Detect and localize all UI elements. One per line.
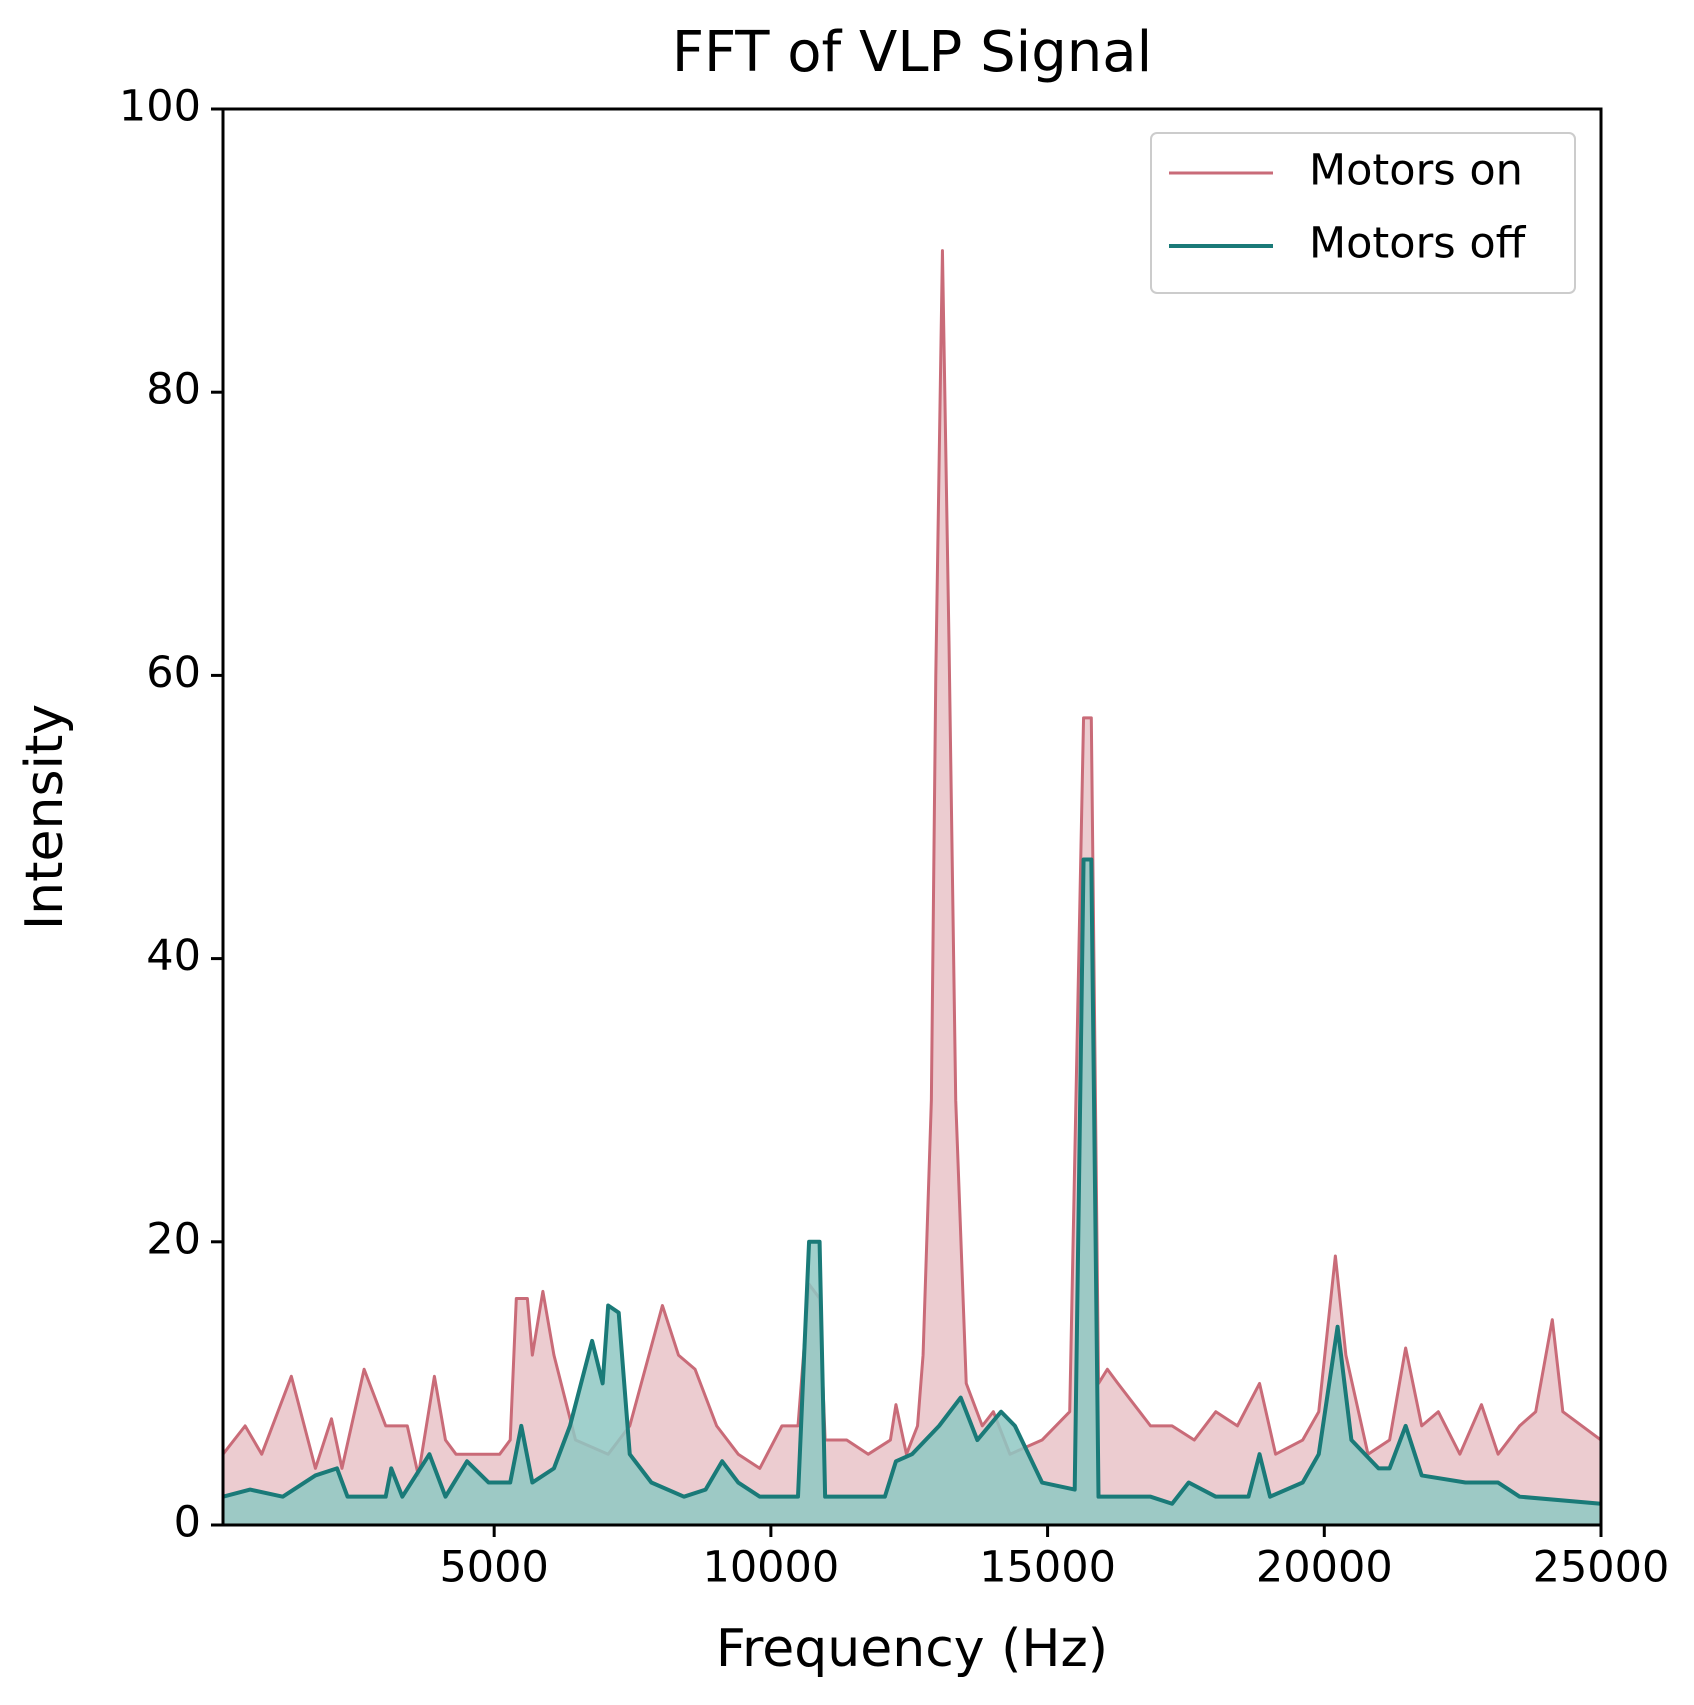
x-tick-label: 15000 xyxy=(979,1543,1116,1593)
y-tick-label: 80 xyxy=(146,365,201,415)
y-tick-label: 40 xyxy=(146,931,201,981)
chart-title: FFT of VLP Signal xyxy=(672,20,1152,85)
area-fill xyxy=(223,250,1601,1526)
x-tick-label: 5000 xyxy=(439,1543,548,1593)
legend-label: Motors on xyxy=(1309,146,1523,196)
series-line xyxy=(221,249,1602,1477)
y-tick-label: 20 xyxy=(146,1214,201,1264)
y-axis-label: Intensity xyxy=(15,704,75,930)
y-tick-label: 0 xyxy=(174,1498,201,1548)
plot-frame xyxy=(221,107,1603,1527)
x-tick-label: 20000 xyxy=(1256,1543,1393,1593)
y-tick-label: 100 xyxy=(119,82,201,132)
x-tick-label: 25000 xyxy=(1533,1543,1670,1593)
x-axis-label: Frequency (Hz) xyxy=(716,1619,1108,1679)
y-tick-label: 60 xyxy=(146,648,201,698)
legend-label: Motors off xyxy=(1309,219,1527,269)
x-tick-label: 10000 xyxy=(702,1543,839,1593)
series-line xyxy=(222,857,1602,1506)
